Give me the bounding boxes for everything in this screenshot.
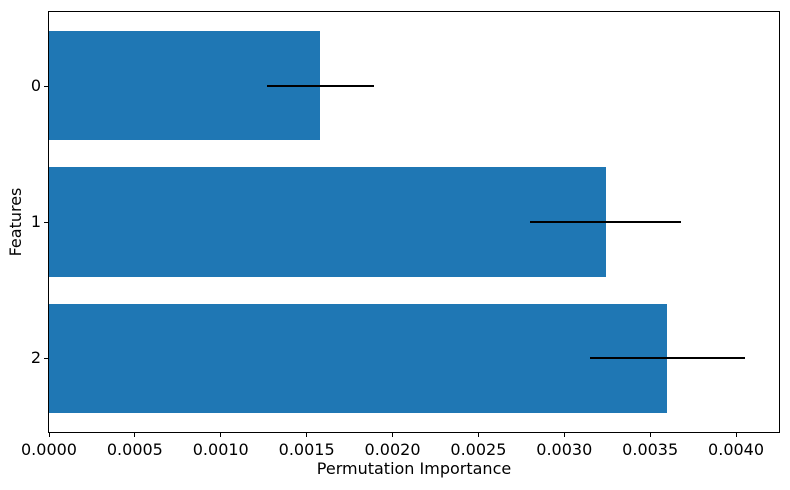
y-tick-label: 0 (30, 75, 41, 95)
x-tick-label: 0.0025 (450, 440, 507, 459)
bar-feature-1 (49, 167, 606, 277)
y-tick-mark (44, 222, 48, 223)
x-tick-mark (220, 433, 222, 437)
x-tick-label: 0.0015 (278, 440, 335, 459)
error-bar-feature-1 (529, 221, 682, 223)
x-tick-mark (306, 433, 308, 437)
error-bar-feature-0 (267, 84, 374, 87)
x-tick-mark (735, 433, 737, 437)
y-tick-mark (44, 85, 48, 87)
x-axis-label: Permutation Importance (316, 459, 512, 478)
y-tick-mark (44, 358, 48, 360)
x-tick-mark (48, 433, 50, 437)
x-tick-label: 0.0000 (21, 440, 77, 459)
x-tick-label: 0.0005 (106, 440, 163, 459)
x-tick-mark (134, 433, 136, 437)
x-tick-mark (477, 433, 479, 437)
x-tick-label: 0.0020 (364, 440, 421, 459)
x-tick-mark (563, 433, 565, 437)
x-tick-mark (649, 433, 651, 437)
plot-area (48, 11, 780, 433)
y-tick-label: 2 (30, 348, 41, 368)
x-tick-mark (392, 433, 394, 437)
y-tick-label: 1 (30, 212, 41, 231)
x-tick-label: 0.0035 (622, 440, 679, 459)
y-axis-label: Features (6, 187, 25, 257)
x-tick-label: 0.0010 (192, 440, 249, 459)
error-bar-feature-2 (590, 357, 745, 360)
x-tick-label: 0.0030 (536, 440, 593, 459)
x-tick-label: 0.0040 (708, 440, 765, 459)
bar-feature-2 (49, 303, 668, 413)
